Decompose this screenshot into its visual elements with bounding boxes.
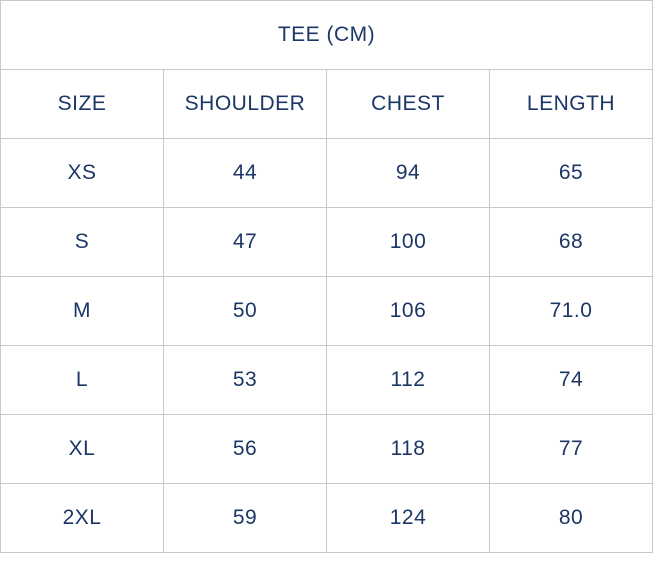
column-header-shoulder: SHOULDER bbox=[163, 69, 327, 139]
table-cell: 100 bbox=[326, 207, 490, 277]
table-cell: XS bbox=[0, 138, 164, 208]
column-header-chest: CHEST bbox=[326, 69, 490, 139]
table-cell: 53 bbox=[163, 345, 327, 415]
table-title: TEE (CM) bbox=[0, 0, 653, 70]
table-cell: 77 bbox=[489, 414, 653, 484]
table-cell: 74 bbox=[489, 345, 653, 415]
table-cell: 59 bbox=[163, 483, 327, 553]
table-cell: 80 bbox=[489, 483, 653, 553]
title-row: TEE (CM) bbox=[0, 0, 653, 70]
table-cell: 2XL bbox=[0, 483, 164, 553]
table-cell: 124 bbox=[326, 483, 490, 553]
table-body: XS 44 94 65 S 47 100 68 M 50 106 71.0 L 53 112 74 XL 56 11… bbox=[0, 138, 653, 553]
table-cell: 65 bbox=[489, 138, 653, 208]
column-header-length: LENGTH bbox=[489, 69, 653, 139]
column-header-size: SIZE bbox=[0, 69, 164, 139]
table-row: XS 44 94 65 bbox=[0, 138, 653, 208]
table-cell: L bbox=[0, 345, 164, 415]
table-cell: 94 bbox=[326, 138, 490, 208]
table-cell: M bbox=[0, 276, 164, 346]
table-row: XL 56 118 77 bbox=[0, 414, 653, 484]
table-cell: S bbox=[0, 207, 164, 277]
table-cell: 44 bbox=[163, 138, 327, 208]
table-cell: 118 bbox=[326, 414, 490, 484]
table-row: L 53 112 74 bbox=[0, 345, 653, 415]
table-cell: 68 bbox=[489, 207, 653, 277]
table-row: S 47 100 68 bbox=[0, 207, 653, 277]
header-row: SIZE SHOULDER CHEST LENGTH bbox=[0, 69, 653, 139]
table-cell: 50 bbox=[163, 276, 327, 346]
table-cell: 47 bbox=[163, 207, 327, 277]
table-cell: 112 bbox=[326, 345, 490, 415]
table-cell: XL bbox=[0, 414, 164, 484]
table-row: M 50 106 71.0 bbox=[0, 276, 653, 346]
table-cell: 56 bbox=[163, 414, 327, 484]
table-cell: 71.0 bbox=[489, 276, 653, 346]
table-row: 2XL 59 124 80 bbox=[0, 483, 653, 553]
table-cell: 106 bbox=[326, 276, 490, 346]
